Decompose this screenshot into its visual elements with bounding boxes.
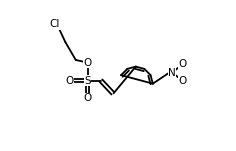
- Text: O: O: [178, 76, 187, 86]
- Text: Cl: Cl: [50, 19, 60, 29]
- Text: O: O: [66, 76, 74, 86]
- Text: N: N: [168, 67, 176, 77]
- Text: S: S: [84, 76, 91, 86]
- Text: O: O: [178, 59, 187, 69]
- Text: O: O: [84, 58, 92, 68]
- Text: O: O: [84, 93, 92, 103]
